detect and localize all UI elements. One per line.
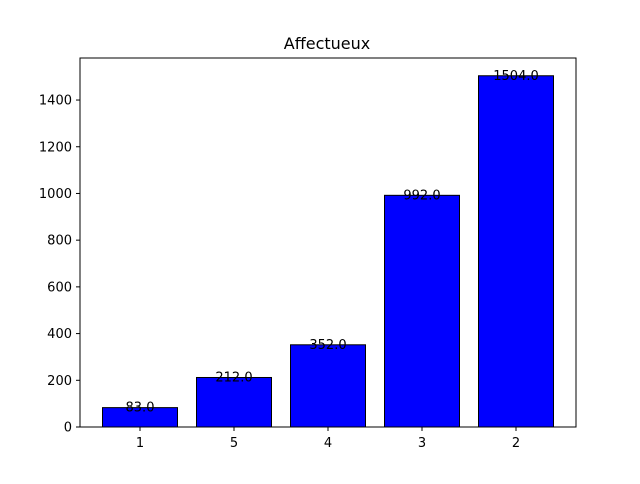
data-label-3: 992.0 (403, 188, 440, 203)
bar-4 (290, 344, 366, 428)
y-tick-label-400: 400 (47, 327, 72, 342)
y-tick-label-200: 200 (47, 374, 72, 389)
bars-layer (102, 75, 554, 428)
data-label-1: 83.0 (126, 401, 155, 416)
bar-3 (384, 194, 460, 428)
data-label-2: 1504.0 (493, 69, 539, 84)
bar-5 (196, 376, 272, 428)
y-tick-label-0: 0 (64, 421, 72, 436)
y-tick-label-800: 800 (47, 234, 72, 249)
bar-2 (478, 75, 554, 428)
data-labels-layer: 83.0 212.0 352.0 992.0 1504.0 (126, 69, 539, 416)
x-tick-label-5: 5 (230, 436, 238, 451)
x-tick-label-3: 3 (418, 436, 426, 451)
data-label-5: 212.0 (215, 370, 252, 385)
x-tick-label-2: 2 (512, 436, 520, 451)
x-tick-label-1: 1 (136, 436, 144, 451)
y-tick-label-1200: 1200 (39, 140, 72, 155)
x-axis: 1 5 4 3 2 (136, 427, 520, 451)
x-tick-label-4: 4 (324, 436, 332, 451)
y-tick-label-1400: 1400 (39, 94, 72, 109)
plot-frame (79, 57, 577, 428)
y-tick-label-1000: 1000 (39, 187, 72, 202)
chart-title: Affectueux (284, 34, 370, 53)
data-label-4: 352.0 (309, 338, 346, 353)
y-axis: 0 200 400 600 800 1000 1200 1400 (39, 94, 80, 436)
y-tick-label-600: 600 (47, 280, 72, 295)
